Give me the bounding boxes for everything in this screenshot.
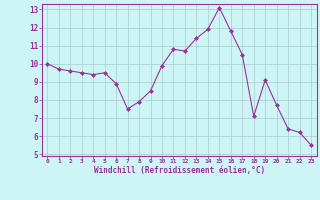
X-axis label: Windchill (Refroidissement éolien,°C): Windchill (Refroidissement éolien,°C) — [94, 166, 265, 175]
